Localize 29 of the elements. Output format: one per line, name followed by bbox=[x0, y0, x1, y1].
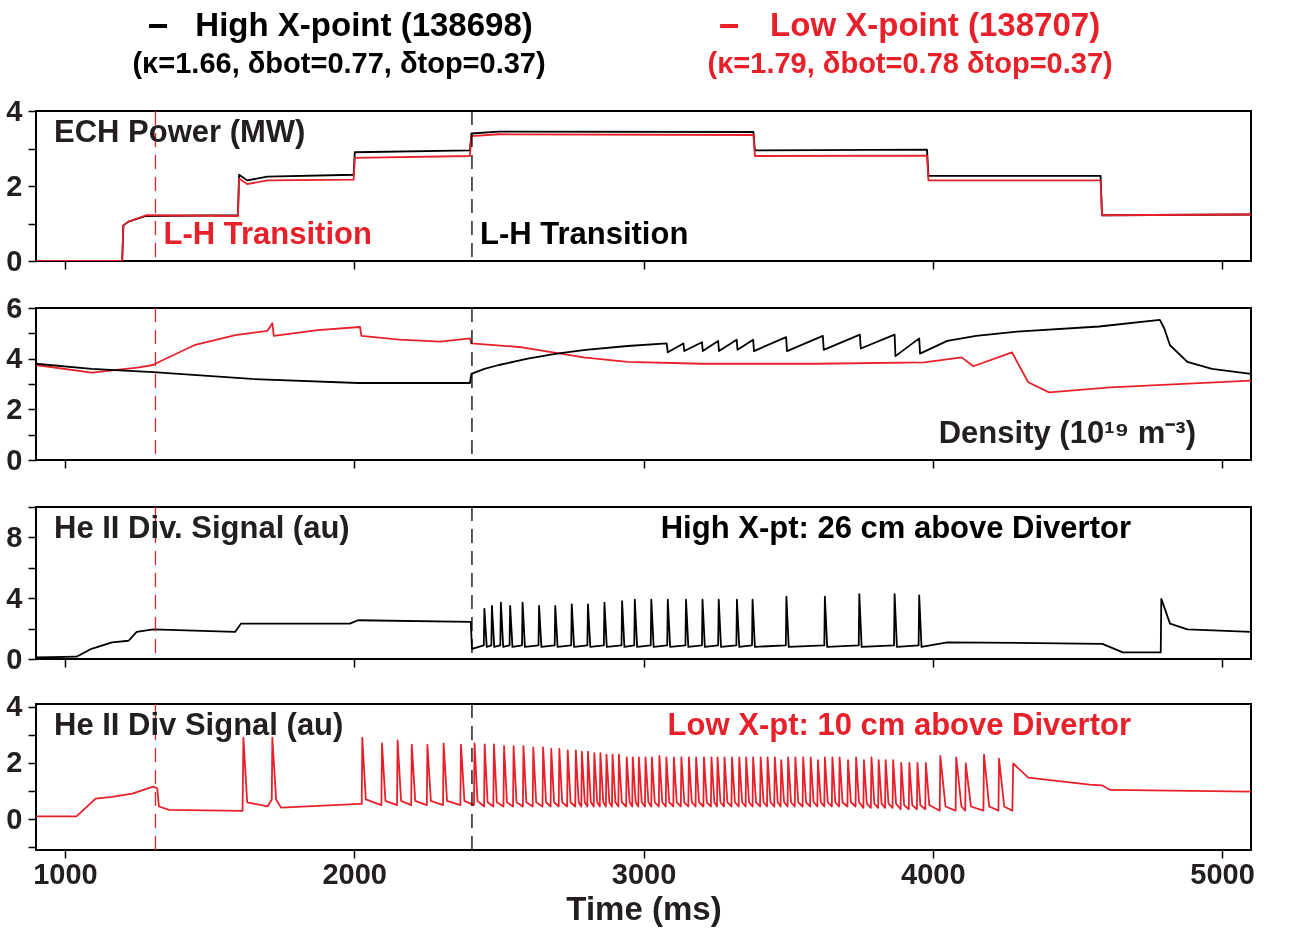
annotation: High X-pt: 26 cm above Divertor bbox=[660, 510, 1131, 545]
y-tick-label: 0 bbox=[6, 443, 23, 476]
y-tick-label: 8 bbox=[6, 520, 23, 553]
y-tick-label: 2 bbox=[6, 169, 23, 202]
annotation: Low X-pt: 10 cm above Divertor bbox=[667, 707, 1131, 742]
x-tick-label: 4000 bbox=[901, 857, 966, 890]
legend-label: Low X-point (138707) (κ=1.79, δbot=0.78 δtop=0.37) bbox=[707, 6, 1113, 79]
y-axis-title: He II Div. Signal (au) bbox=[54, 510, 350, 545]
y-tick-label: 6 bbox=[6, 291, 23, 324]
x-axis-title: Time (ms) bbox=[566, 889, 722, 927]
y-axis-title: He II Div Signal (au) bbox=[54, 707, 344, 742]
y-tick-label: 0 bbox=[6, 244, 23, 277]
legend-label: High X-point (138698) (κ=1.66, δbot=0.77, δtop=0.37) bbox=[132, 6, 546, 79]
y-tick-label: 2 bbox=[6, 746, 23, 779]
x-tick-label: 3000 bbox=[611, 857, 677, 890]
ref-line-label: L-H Transition bbox=[479, 216, 689, 251]
y-tick-label: 4 bbox=[6, 581, 23, 614]
ref-line-label: L-H Transition bbox=[163, 216, 372, 251]
y-tick-label: 4 bbox=[6, 94, 23, 127]
y-tick-label: 2 bbox=[6, 392, 23, 425]
x-tick-label: 1000 bbox=[33, 857, 98, 890]
y-axis-title: Density (10¹⁹ m⁻³) bbox=[938, 415, 1196, 450]
y-tick-label: 4 bbox=[6, 690, 23, 723]
y-axis-title: ECH Power (MW) bbox=[54, 114, 306, 149]
y-tick-label: 4 bbox=[6, 342, 23, 375]
y-tick-label: 0 bbox=[6, 642, 23, 675]
y-tick-label: 0 bbox=[6, 802, 23, 835]
x-tick-label: 2000 bbox=[322, 857, 387, 890]
x-tick-label: 5000 bbox=[1190, 857, 1255, 890]
